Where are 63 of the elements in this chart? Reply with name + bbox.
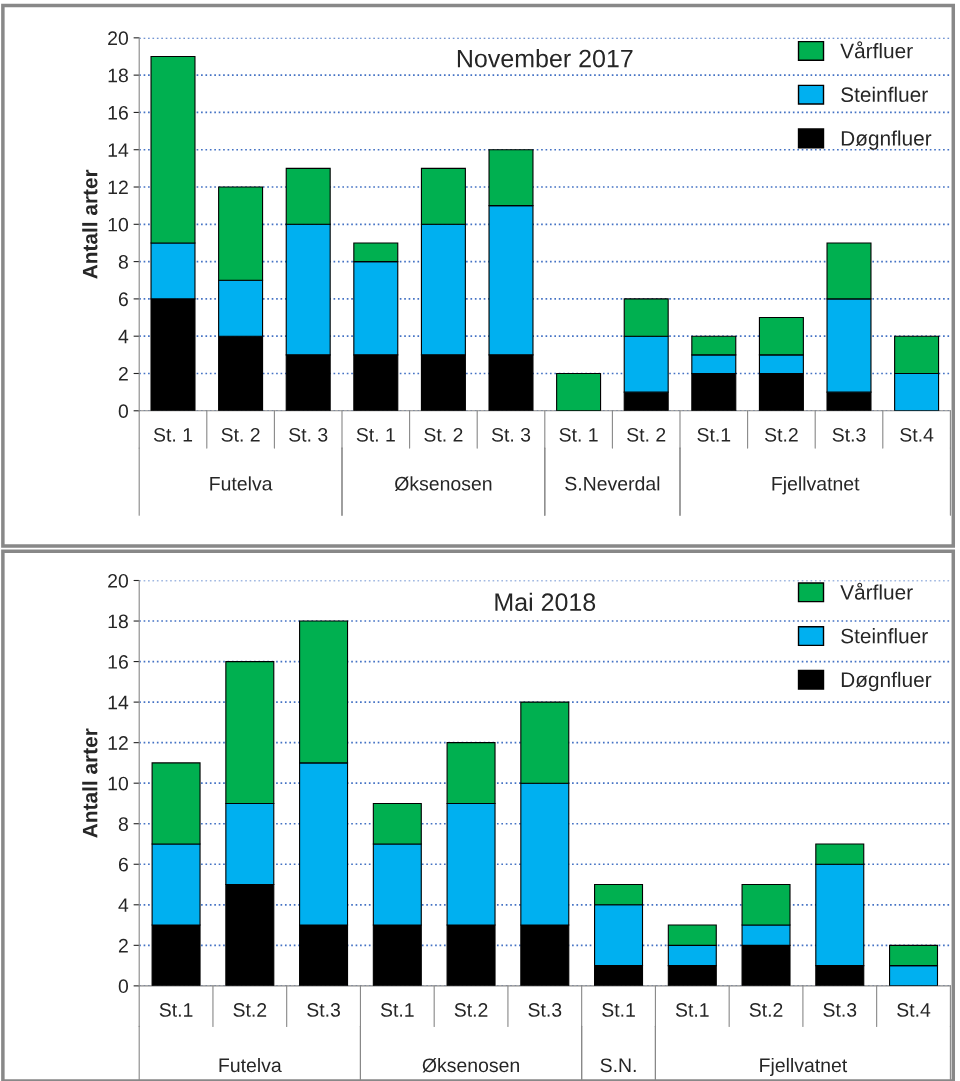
x-tick-label: St.4 bbox=[900, 427, 934, 442]
legend-label: Vårfluer bbox=[840, 582, 913, 600]
y-axis-title: Antall arter bbox=[82, 169, 98, 279]
legend-label: Vårfluer bbox=[840, 41, 913, 59]
x-tick-label: St. 3 bbox=[289, 427, 328, 442]
legend-label: Steinfluer bbox=[841, 86, 928, 103]
text: Futelva bbox=[219, 1057, 282, 1073]
y-tick-label: 12 bbox=[108, 736, 128, 750]
y-tick-label: 8 bbox=[118, 255, 128, 269]
y-tick-label: 18 bbox=[108, 614, 128, 629]
y-tick-label: 0 bbox=[118, 979, 129, 994]
y-tick-label: 8 bbox=[118, 817, 128, 831]
x-tick-label: St.2 bbox=[749, 1003, 783, 1017]
x-tick-label: St. 2 bbox=[627, 427, 666, 442]
legend-label: Døgnfluer bbox=[841, 671, 932, 692]
x-tick-label: St. 1 bbox=[356, 427, 395, 442]
text: S.N. bbox=[600, 1058, 636, 1073]
y-tick-label: 10 bbox=[108, 776, 129, 791]
x-tick-label: St.3 bbox=[823, 1003, 857, 1017]
y-tick-label: 16 bbox=[108, 105, 128, 120]
y-tick-label: 12 bbox=[108, 180, 128, 195]
y-tick-label: 6 bbox=[118, 292, 128, 307]
y-tick-label: 18 bbox=[108, 68, 128, 83]
x-tick-label: St.1 bbox=[159, 1003, 193, 1017]
text: S.Neverdal bbox=[565, 476, 660, 491]
y-tick-label: 2 bbox=[118, 366, 128, 381]
text: Fjellvatnet bbox=[760, 1057, 848, 1077]
x-tick-label: St.3 bbox=[528, 1003, 562, 1017]
text: Fjellvatnet bbox=[772, 476, 860, 495]
legend-label: Steinfluer bbox=[841, 628, 928, 644]
x-tick-label: St.4 bbox=[897, 1003, 931, 1017]
x-tick-label: St.1 bbox=[697, 427, 731, 442]
x-tick-label: St. 1 bbox=[559, 427, 598, 442]
x-tick-label: St.3 bbox=[307, 1003, 340, 1017]
x-tick-label: St.1 bbox=[675, 1003, 709, 1017]
x-tick-label: St.1 bbox=[380, 1003, 414, 1017]
y-tick-label: 0 bbox=[118, 404, 129, 419]
y-tick-label: 2 bbox=[118, 938, 128, 953]
y-axis-title: Antall arter bbox=[82, 728, 98, 838]
x-tick-label: St. 2 bbox=[424, 427, 463, 442]
y-tick-label: 20 bbox=[108, 31, 129, 46]
y-tick-label: 20 bbox=[108, 573, 129, 588]
x-tick-label: St.1 bbox=[602, 1003, 635, 1017]
text: Øksenosen bbox=[422, 1057, 519, 1073]
x-tick-label: St.3 bbox=[832, 427, 866, 442]
y-tick-label: 6 bbox=[118, 857, 128, 872]
x-tick-label: St. 1 bbox=[153, 427, 193, 442]
chart-title: November 2017 bbox=[457, 49, 633, 68]
chart-title: Mai 2018 bbox=[495, 592, 596, 612]
y-tick-label: 14 bbox=[108, 143, 129, 157]
text: Futelva bbox=[210, 476, 273, 491]
y-tick-label: 4 bbox=[118, 329, 129, 344]
y-tick-label: 14 bbox=[108, 695, 129, 710]
x-tick-label: St.2 bbox=[233, 1003, 267, 1017]
text: Øksenosen bbox=[394, 476, 492, 491]
x-tick-label: St.2 bbox=[454, 1003, 488, 1017]
x-tick-label: St. 2 bbox=[221, 427, 260, 442]
x-tick-label: St. 3 bbox=[491, 427, 531, 442]
y-tick-label: 4 bbox=[118, 898, 129, 912]
legend-label: Døgnfluer bbox=[841, 130, 932, 150]
y-tick-label: 16 bbox=[108, 655, 128, 669]
x-tick-label: St.2 bbox=[764, 427, 798, 442]
y-tick-label: 10 bbox=[108, 217, 129, 232]
